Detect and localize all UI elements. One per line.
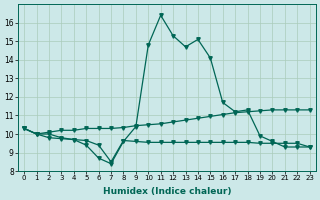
X-axis label: Humidex (Indice chaleur): Humidex (Indice chaleur) [103,187,231,196]
